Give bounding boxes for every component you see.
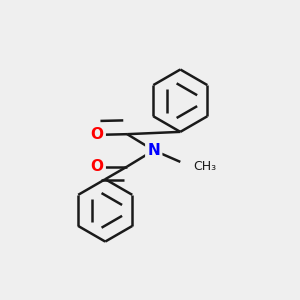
Text: CH₃: CH₃: [193, 160, 216, 173]
Text: N: N: [147, 143, 160, 158]
Text: O: O: [91, 128, 104, 142]
Text: O: O: [91, 159, 104, 174]
